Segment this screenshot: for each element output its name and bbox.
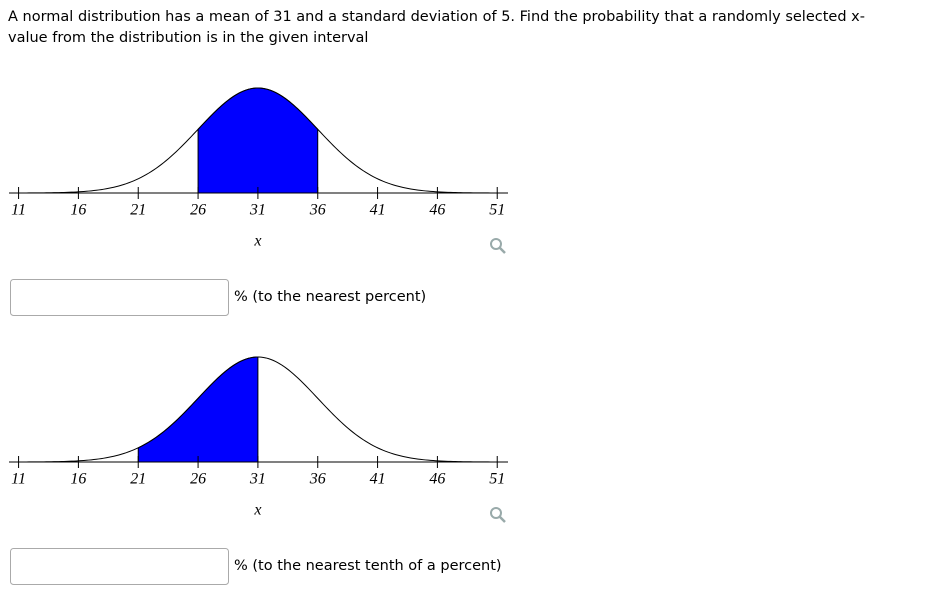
zoom-icon-handle[interactable] [499,516,506,523]
answer-suffix: % (to the nearest tenth of a percent) [234,558,502,574]
zoom-icon-handle[interactable] [499,247,506,254]
shaded-area [137,356,259,463]
x-tick-label: 36 [309,471,326,488]
answer-input[interactable] [10,548,229,585]
normal-curve [8,87,509,194]
x-tick-label: 31 [249,471,266,488]
x-tick-label: 21 [130,471,146,488]
x-tick-label: 51 [489,471,505,488]
x-tick-label: 31 [249,202,266,219]
zoom-icon[interactable] [490,238,502,250]
x-tick-label: 16 [70,471,86,488]
x-tick-label: 41 [370,202,386,219]
x-tick-label: 26 [190,471,206,488]
shaded-area [197,87,319,194]
x-tick-label: 11 [11,471,26,488]
x-tick-label: 41 [370,471,386,488]
x-tick-label: 16 [70,202,86,219]
x-tick-label: 36 [309,202,326,219]
answer-suffix: % (to the nearest percent) [234,289,426,305]
question: A normal distribution has a mean of 31 a… [8,9,865,46]
x-tick-label: 51 [489,202,505,219]
x-tick-label: 11 [11,202,26,219]
x-tick-label: 46 [429,202,445,219]
x-tick-label: 26 [190,202,206,219]
answer-input[interactable] [10,279,229,316]
normal-curve [8,356,509,463]
x-tick-label: 46 [429,471,445,488]
x-tick-label: 21 [130,202,146,219]
x-axis-label: x [253,502,261,519]
zoom-icon[interactable] [490,507,502,519]
x-axis-label: x [253,233,261,250]
